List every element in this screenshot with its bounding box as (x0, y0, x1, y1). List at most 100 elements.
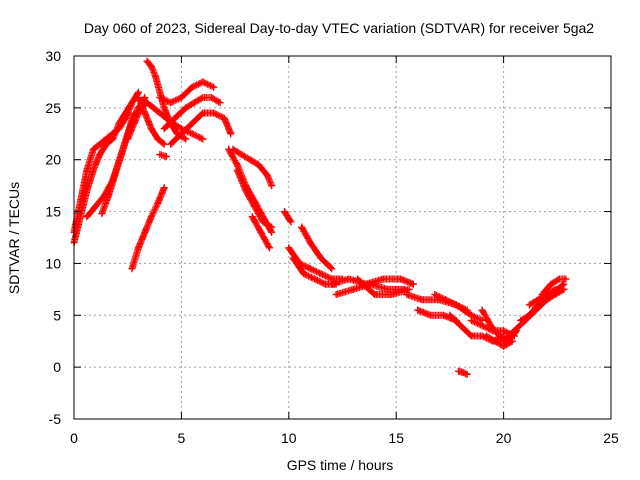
data-point (199, 135, 207, 143)
data-point (104, 192, 112, 200)
data-point (555, 275, 563, 283)
data-point (141, 228, 149, 236)
y-axis-label: SDTVAR / TECUs (6, 182, 22, 294)
data-point (306, 265, 314, 273)
data-point (160, 140, 168, 148)
series-track-30 (482, 332, 516, 350)
data-point (160, 125, 168, 133)
axis-ticks: 0 5 10 15 20 25 -5 0 5 10 15 20 25 30 (45, 48, 619, 446)
data-point (134, 244, 142, 252)
data-point (162, 114, 170, 122)
data-point (122, 114, 130, 122)
data-point (345, 275, 353, 283)
data-point (538, 291, 546, 299)
data-point (83, 166, 91, 174)
data-point (111, 171, 119, 179)
series-track-11 (167, 109, 235, 148)
data-point (405, 285, 413, 293)
data-point (463, 306, 471, 314)
y-tick-label: 5 (53, 307, 61, 323)
data-point (463, 370, 471, 378)
data-point (467, 316, 475, 324)
data-point (96, 140, 104, 148)
series-track-20 (298, 223, 336, 273)
data-point (285, 244, 293, 252)
data-point (452, 301, 460, 309)
data-point (91, 202, 99, 210)
data-point (96, 151, 104, 159)
data-point (199, 109, 207, 117)
data-point (508, 337, 516, 345)
data-point (220, 114, 228, 122)
data-point (454, 367, 462, 375)
data-point (306, 239, 314, 247)
data-point (242, 187, 250, 195)
data-point (98, 210, 106, 218)
data-point (137, 104, 145, 112)
x-tick-label: 15 (388, 430, 404, 446)
data-point (500, 327, 508, 335)
data-point (160, 104, 168, 112)
data-point (210, 109, 218, 117)
x-tick-label: 5 (178, 430, 186, 446)
series-track-34 (538, 275, 570, 299)
data-points (70, 57, 570, 378)
data-point (124, 135, 132, 143)
data-point (478, 306, 486, 314)
data-point (439, 311, 447, 319)
y-tick-label: 10 (45, 255, 61, 271)
y-tick-label: 20 (45, 152, 61, 168)
data-point (246, 156, 254, 164)
data-point (160, 184, 168, 192)
data-point (371, 291, 379, 299)
data-point (143, 99, 151, 107)
data-point (154, 135, 162, 143)
data-point (117, 151, 125, 159)
data-point (396, 275, 404, 283)
data-point (141, 93, 149, 101)
series-track-15 (233, 166, 276, 231)
data-point (171, 114, 179, 122)
data-point (250, 202, 258, 210)
data-point (409, 280, 417, 288)
data-point (388, 291, 396, 299)
data-point (238, 151, 246, 159)
data-point (457, 322, 465, 330)
y-tick-label: 15 (45, 204, 61, 220)
data-point (130, 119, 138, 127)
data-point (152, 73, 160, 81)
series-track-26 (431, 291, 471, 314)
data-point (147, 213, 155, 221)
x-tick-label: 25 (603, 430, 619, 446)
data-point (478, 322, 486, 330)
data-point (442, 296, 450, 304)
data-point (551, 285, 559, 293)
data-point (491, 337, 499, 345)
data-point (199, 78, 207, 86)
data-point (328, 265, 336, 273)
x-axis-label: GPS time / hours (287, 457, 394, 473)
data-point (332, 291, 340, 299)
data-point (349, 285, 357, 293)
data-point (162, 153, 170, 161)
data-point (147, 125, 155, 133)
y-tick-label: 30 (45, 48, 61, 64)
data-point (547, 280, 555, 288)
x-tick-label: 20 (496, 430, 512, 446)
data-point (89, 145, 97, 153)
data-point (89, 166, 97, 174)
data-point (379, 275, 387, 283)
data-point (188, 83, 196, 91)
plot-frame (73, 55, 612, 420)
series-track-16 (248, 213, 273, 252)
data-point (459, 368, 467, 376)
series-track-14 (229, 145, 276, 190)
data-point (525, 311, 533, 319)
data-point (188, 119, 196, 127)
data-point (233, 166, 241, 174)
data-point (328, 280, 336, 288)
data-point (102, 135, 110, 143)
data-point (141, 109, 149, 117)
data-point (300, 270, 308, 278)
